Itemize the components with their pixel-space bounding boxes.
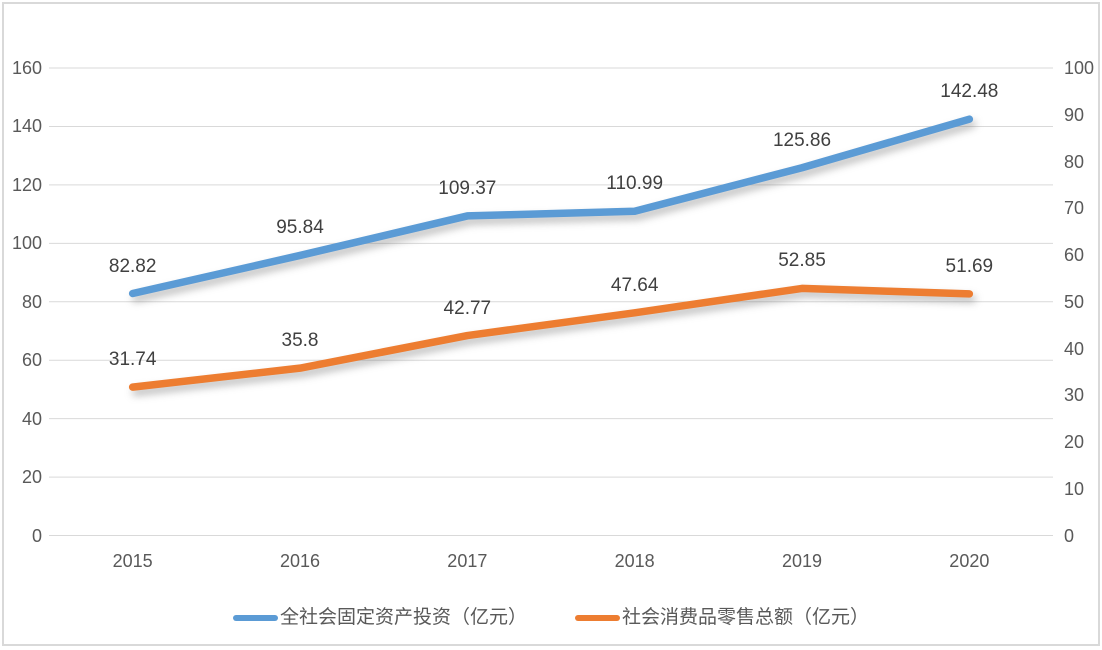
legend-item-fixed-asset-investment[interactable]: 全社会固定资产投资（亿元）	[232, 606, 527, 630]
right-axis-tick-90: 90	[1064, 104, 1085, 125]
left-axis-tick-40: 40	[21, 408, 42, 429]
legend-label-fixed-asset-investment: 全社会固定资产投资（亿元）	[279, 607, 527, 628]
legend-item-retail-sales[interactable]: 社会消费品零售总额（亿元）	[575, 606, 869, 630]
data-label-series0-2015: 82.82	[108, 255, 157, 277]
x-axis-label-2016: 2016	[279, 551, 321, 571]
legend-line-icon-orange	[575, 615, 620, 621]
x-axis-label-2018: 2018	[614, 551, 655, 571]
left-axis-tick-60: 60	[21, 350, 42, 371]
data-label-series0-2020: 142.48	[940, 81, 999, 103]
right-axis-tick-30: 30	[1064, 385, 1085, 406]
left-axis-tick-80: 80	[21, 291, 42, 312]
right-axis-tick-50: 50	[1064, 291, 1085, 312]
left-axis-tick-140: 140	[11, 116, 42, 137]
data-label-series1-2017: 42.77	[443, 297, 492, 319]
data-label-series1-2018: 47.64	[610, 274, 659, 296]
series-line-0[interactable]	[128, 115, 974, 298]
left-axis-tick-120: 120	[11, 174, 42, 195]
right-axis-tick-10: 10	[1064, 478, 1085, 499]
data-label-series0-2019: 125.86	[772, 129, 832, 151]
right-axis-tick-70: 70	[1064, 198, 1085, 219]
right-axis-tick-80: 80	[1064, 151, 1085, 172]
gridlines	[49, 67, 1053, 536]
data-label-series1-2019: 52.85	[778, 250, 826, 272]
right-axis-tick-60: 60	[1064, 245, 1085, 265]
series-line-1[interactable]	[128, 284, 974, 391]
data-label-series0-2016: 95.84	[276, 217, 324, 239]
data-label-series0-2017: 109.37	[438, 177, 497, 199]
data-label-series0-2018: 110.99	[606, 173, 664, 195]
x-axis-label-2019: 2019	[781, 551, 823, 571]
data-label-series1-2020: 51.69	[945, 255, 994, 277]
x-axis-label-2017: 2017	[447, 551, 488, 571]
right-axis-tick-40: 40	[1064, 338, 1085, 359]
legend-label-retail-sales: 社会消费品零售总额（亿元）	[622, 607, 870, 628]
series-lines	[128, 115, 974, 391]
x-axis-label-2020: 2020	[949, 551, 990, 571]
data-label-series1-2015: 31.74	[108, 349, 157, 371]
right-axis-tick-100: 100	[1064, 58, 1095, 78]
left-axis-tick-160: 160	[11, 58, 42, 78]
legend-line-icon-blue	[232, 615, 278, 621]
left-axis-tick-0: 0	[31, 525, 42, 546]
left-axis-tick-100: 100	[11, 233, 42, 254]
right-axis-tick-0: 0	[1064, 525, 1075, 546]
x-axis-label-2015: 2015	[112, 551, 153, 571]
legend: 全社会固定资产投资（亿元） 社会消费品零售总额（亿元）	[0, 606, 1102, 630]
right-axis-tick-20: 20	[1064, 432, 1085, 452]
data-label-series1-2016: 35.8	[281, 330, 319, 352]
left-axis-tick-20: 20	[21, 467, 42, 488]
